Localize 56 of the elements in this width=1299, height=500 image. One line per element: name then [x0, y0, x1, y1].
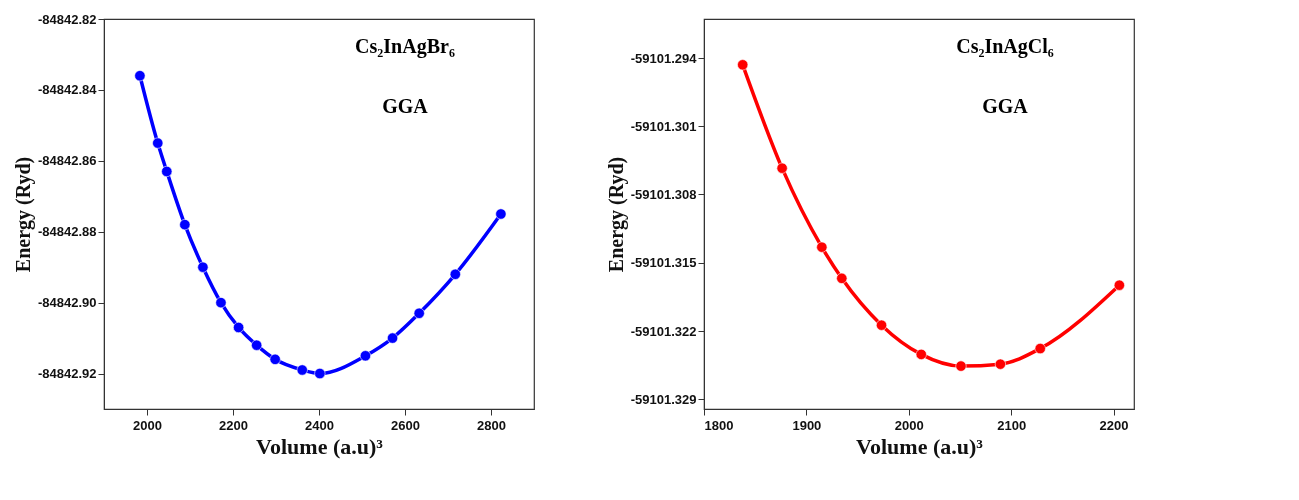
y-axis-title: Energy (Ryd): [604, 156, 628, 273]
x-tick-label: 2200: [219, 417, 248, 433]
point: [359, 350, 371, 362]
annotation: Cs₂InAgBr₆: [355, 35, 455, 58]
annotation: GGA: [382, 95, 429, 117]
x-tick-label: 1800: [704, 417, 734, 433]
x-tick-label: 2200: [1099, 417, 1129, 433]
point: [215, 297, 227, 309]
point: [296, 364, 308, 376]
point: [197, 261, 209, 273]
point: [915, 348, 927, 360]
y-tick-label: -59101.308: [630, 187, 697, 202]
y-tick-label: -59101.322: [630, 323, 697, 339]
x-tick-label: 2100: [997, 417, 1027, 433]
point: [179, 219, 191, 231]
point: [269, 353, 281, 365]
x-tick-label: 2800: [477, 417, 506, 433]
point: [816, 241, 828, 253]
point: [495, 208, 507, 220]
point: [233, 321, 245, 333]
point: [152, 137, 164, 149]
point: [875, 319, 888, 331]
point: [1113, 279, 1125, 291]
y-tick-label: -84842.82: [37, 11, 97, 27]
point: [994, 358, 1006, 370]
x-axis-title: Volume (a.u)³: [856, 433, 984, 459]
point: [161, 165, 173, 177]
point: [386, 332, 399, 344]
point: [955, 360, 967, 372]
y-tick-label: -59101.329: [630, 391, 697, 407]
point: [251, 339, 263, 351]
annotation: GGA: [982, 95, 1029, 117]
x-axis-title: Volume (a.u)³: [256, 433, 384, 459]
point: [737, 59, 749, 71]
point: [836, 272, 848, 284]
point: [449, 268, 461, 280]
y-axis-title: Energy (Ryd): [11, 156, 35, 273]
point: [314, 368, 326, 380]
y-tick-label: -84842.88: [37, 224, 97, 240]
x-tick-label: 2400: [305, 417, 334, 433]
y-tick-label: -84842.86: [37, 153, 97, 169]
x-tick-label: 2000: [133, 417, 162, 433]
point: [776, 162, 788, 174]
point: [1034, 343, 1046, 355]
y-tick-label: -84842.90: [37, 295, 97, 311]
y-tick-label: -84842.92: [37, 366, 97, 382]
y-tick-label: -59101.315: [630, 255, 697, 271]
x-tick-label: 1900: [792, 417, 822, 433]
y-tick-label: -59101.301: [630, 118, 697, 134]
point: [413, 307, 425, 319]
x-tick-label: 2600: [391, 417, 420, 433]
x-tick-label: 2000: [894, 417, 924, 433]
y-tick-label: -59101.294: [630, 50, 698, 66]
point: [134, 70, 146, 82]
y-tick-label: -84842.84: [37, 82, 98, 98]
annotation: Cs₂InAgCl₆: [956, 35, 1054, 58]
